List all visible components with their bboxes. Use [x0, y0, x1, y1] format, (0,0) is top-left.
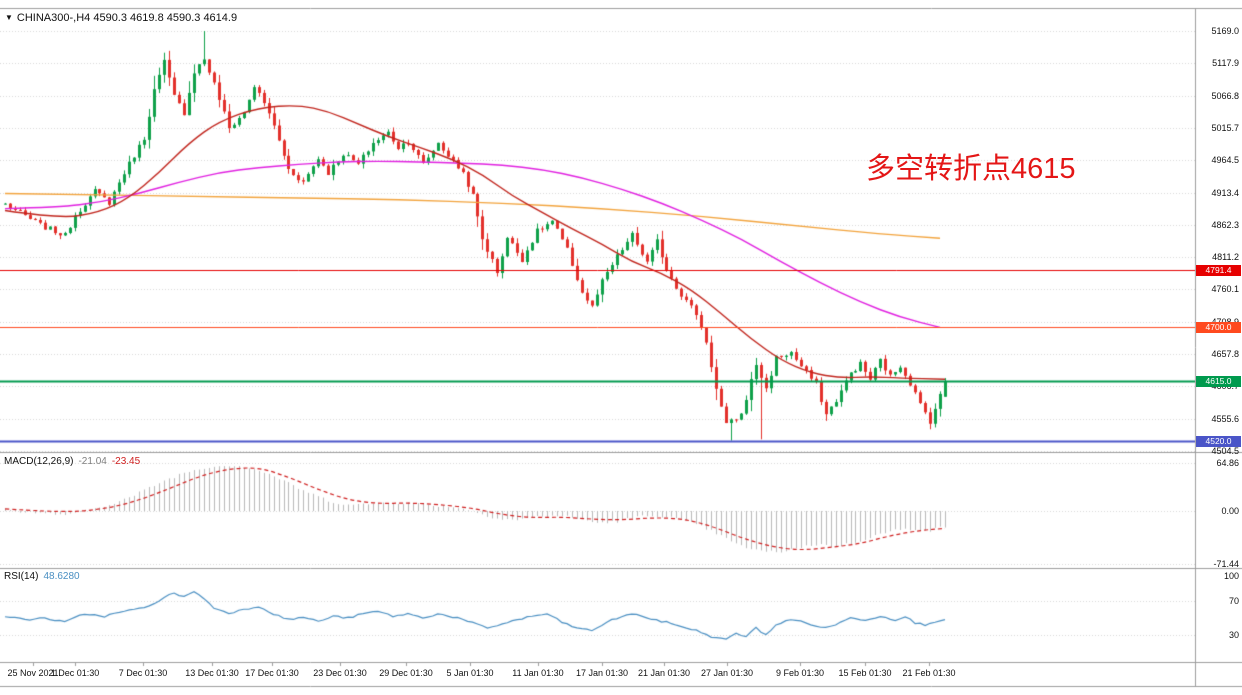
rsi-value: 48.6280 [43, 571, 80, 582]
macd-name: MACD(12,26,9) [4, 456, 74, 467]
time-tick-label: 17 Dec 01:30 [245, 668, 299, 678]
time-tick-label: 29 Dec 01:30 [379, 668, 433, 678]
time-tick-label: 27 Jan 01:30 [700, 668, 754, 678]
time-tick-label: 9 Feb 01:30 [775, 668, 825, 678]
price-tick-label: 5015.7 [1211, 123, 1239, 133]
time-tick-label: 13 Dec 01:30 [185, 668, 239, 678]
price-level-badge: 4791.4 [1196, 265, 1241, 276]
time-tick-label: 21 Jan 01:30 [637, 668, 691, 678]
macd-tick-label: 64.86 [1216, 458, 1239, 468]
time-tick-label: 15 Feb 01:30 [838, 668, 892, 678]
macd-tick-label: -71.44 [1213, 559, 1239, 569]
time-tick-label: 1 Dec 01:30 [50, 668, 100, 678]
collapse-icon[interactable]: ▼ [5, 13, 13, 22]
price-tick-label: 4504.5 [1211, 446, 1239, 456]
price-tick-label: 4760.1 [1211, 284, 1239, 294]
price-tick-label: 4657.8 [1211, 349, 1239, 359]
price-tick-label: 4862.3 [1211, 220, 1239, 230]
time-tick-label: 5 Jan 01:30 [446, 668, 494, 678]
rsi-name: RSI(14) [4, 571, 39, 582]
price-tick-label: 4913.4 [1211, 188, 1239, 198]
time-tick-label: 25 Nov 2021 [7, 668, 59, 678]
symbol-ohlc-header: ▼ CHINA300-,H4 4590.3 4619.8 4590.3 4614.… [5, 12, 237, 24]
price-tick-label: 5066.8 [1211, 91, 1239, 101]
time-tick-label: 11 Jan 01:30 [512, 668, 564, 678]
rsi-indicator-label: RSI(14) 48.6280 [4, 571, 85, 582]
text-annotation: 多空转折点4615 [866, 153, 1076, 185]
macd-tick-label: 0.00 [1221, 506, 1239, 516]
price-tick-label: 4811.2 [1212, 252, 1239, 262]
time-tick-label: 17 Jan 01:30 [575, 668, 629, 678]
time-tick-label: 21 Feb 01:30 [902, 668, 956, 678]
price-tick-label: 4555.6 [1211, 414, 1239, 424]
macd-signal-value: -23.45 [111, 456, 141, 467]
rsi-tick-label: 100 [1223, 571, 1239, 581]
time-tick-label: 23 Dec 01:30 [313, 668, 367, 678]
rsi-tick-label: 70 [1228, 596, 1239, 606]
symbol-title: CHINA300-,H4 4590.3 4619.8 4590.3 4614.9 [16, 12, 238, 24]
price-level-badge: 4520.0 [1196, 436, 1241, 447]
macd-main-value: -21.04 [78, 456, 107, 467]
price-level-badge: 4700.0 [1196, 322, 1241, 333]
price-level-badge: 4615.0 [1196, 376, 1241, 387]
macd-indicator-label: MACD(12,26,9) -21.04 -23.45 [4, 456, 145, 467]
price-tick-label: 5117.9 [1212, 58, 1239, 68]
time-tick-label: 7 Dec 01:30 [118, 668, 168, 678]
rsi-tick-label: 30 [1228, 630, 1239, 640]
price-tick-label: 4964.5 [1211, 155, 1239, 165]
price-tick-label: 5169.0 [1211, 26, 1239, 36]
